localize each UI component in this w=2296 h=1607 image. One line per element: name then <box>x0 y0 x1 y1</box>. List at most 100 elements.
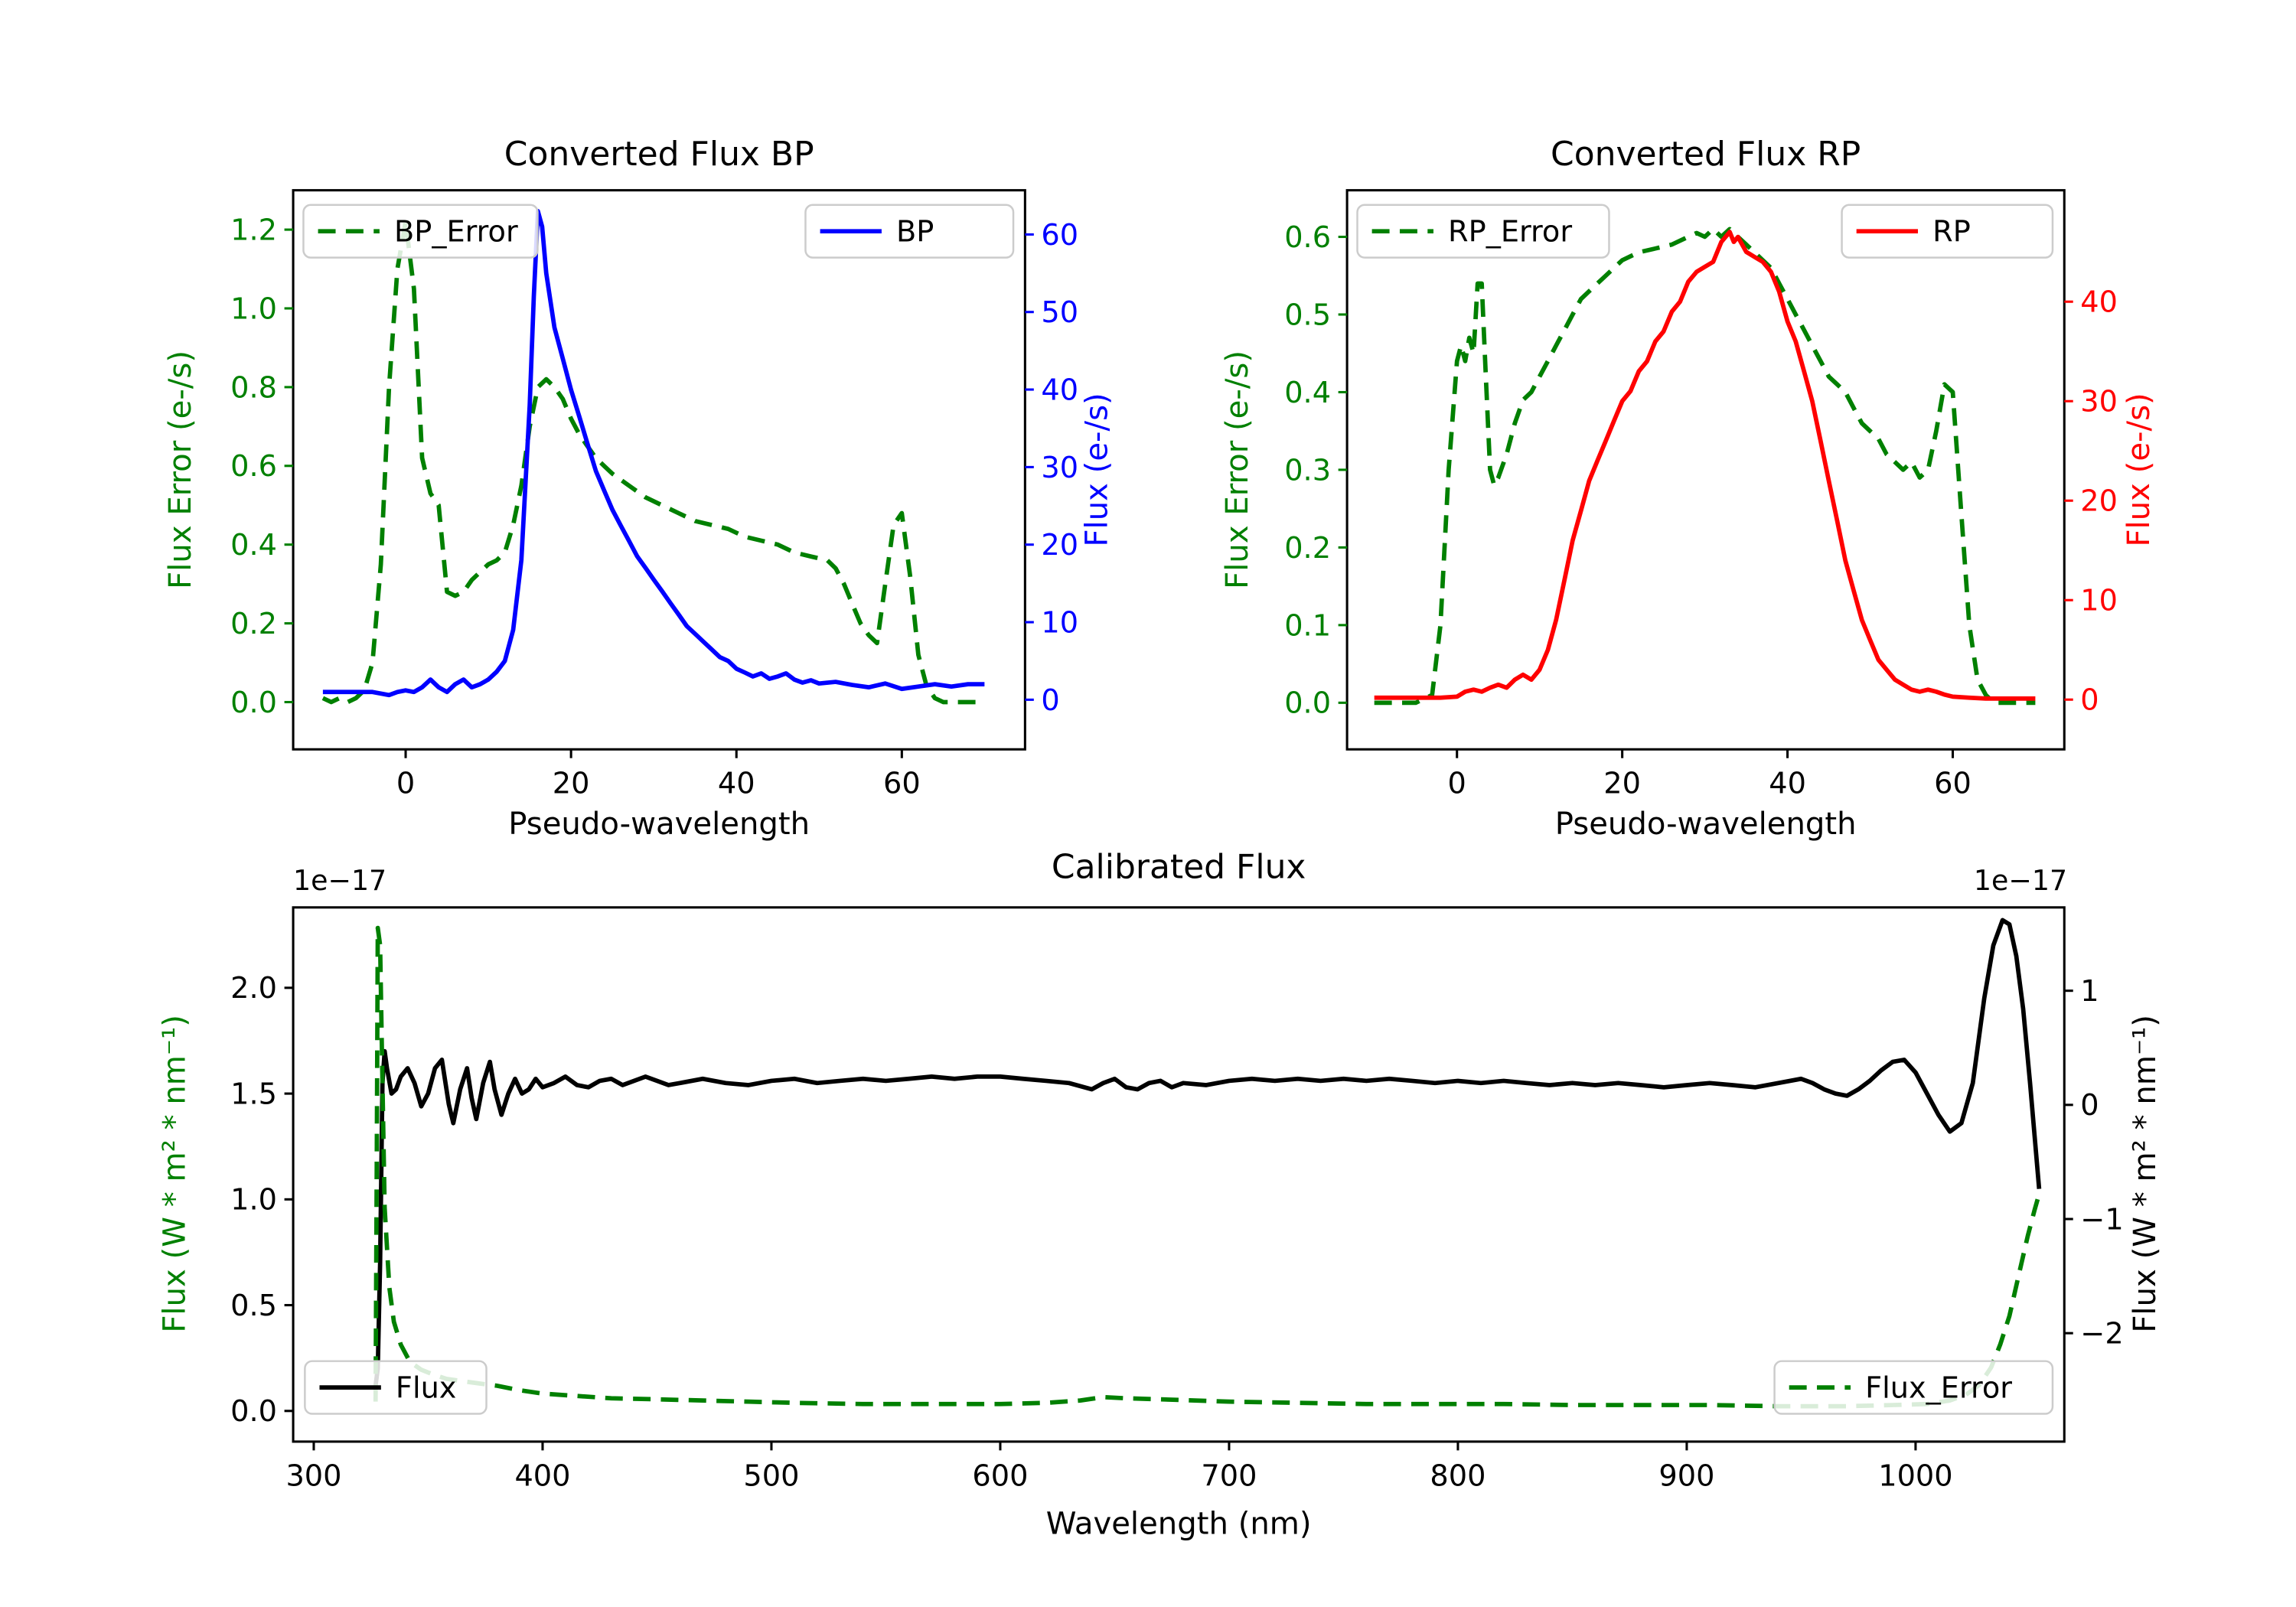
bp-x-tick-label: 40 <box>718 767 755 801</box>
bp-y-tick-right-label: 0 <box>1041 683 1059 718</box>
rp-y-tick-left-label: 0.0 <box>1284 686 1331 721</box>
cal-legend-flux-box <box>304 1360 488 1415</box>
cal-x-tick-label: 1000 <box>1878 1459 1952 1493</box>
bp-y-tick-left-label: 0.8 <box>230 370 277 405</box>
rp-legend-flux-box <box>1841 204 2054 259</box>
cal-y-tick-left-label: 1.5 <box>230 1077 277 1111</box>
rp-x-tick-label: 20 <box>1603 767 1641 801</box>
bp-x-tick-label: 60 <box>883 767 921 801</box>
cal-offset-right: 1e−17 <box>1974 864 2067 897</box>
bp-y-tick-right-label: 30 <box>1041 451 1078 485</box>
series-line-BP_Error <box>321 219 985 705</box>
cal-y-tick-right-label: −1 <box>2080 1202 2123 1237</box>
rp-legend-error-box <box>1356 204 1610 259</box>
cal-legend-error-box <box>1773 1360 2054 1415</box>
rp-ylabel-right: Flux (e-/s) <box>2122 393 2157 546</box>
rp-plot-area: 0 20 40 60 0.0 0.1 0.2 0.3 0.4 0.5 0.6 0 10 20 30 40 <box>1284 189 2118 801</box>
rp-legend-error-label: RP_Error <box>1448 215 1572 249</box>
rp-legend-flux: RP <box>1841 204 2054 259</box>
bp-y-tick-right-label: 40 <box>1041 373 1078 407</box>
bp-y-tick-left-label: 0.0 <box>230 686 277 720</box>
bp-legend-error: BP_Error <box>302 204 539 259</box>
rp-xlabel: Pseudo-wavelength <box>1555 807 1857 842</box>
cal-offset-left: 1e−17 <box>293 864 386 897</box>
bp-legend-flux-label: BP <box>896 215 934 249</box>
cal-y-tick-left-label: 0.5 <box>230 1289 277 1323</box>
rp-y-tick-left-label: 0.5 <box>1284 298 1331 332</box>
cal-x-tick-label: 800 <box>1430 1459 1486 1493</box>
rp-x-tick-label: 40 <box>1769 767 1806 801</box>
series-line-BP <box>322 209 985 698</box>
rp-y-tick-right-label: 10 <box>2080 584 2118 618</box>
rp-y-tick-left-label: 0.3 <box>1284 453 1331 487</box>
cal-y-tick-right-label: 0 <box>2080 1088 2099 1123</box>
cal-series-group <box>373 918 2042 1409</box>
rp-legend-flux-label: RP <box>1932 215 1971 249</box>
bp-series-group <box>321 209 985 705</box>
series-line-RP_Error <box>1374 227 2036 706</box>
cal-ylabel-left: Flux (W * m² * nm⁻¹) <box>158 1015 193 1333</box>
cal-title: Calibrated Flux <box>1052 848 1306 887</box>
rp-y-tick-right-label: 40 <box>2080 285 2118 320</box>
cal-x-tick-label: 300 <box>285 1459 341 1493</box>
bp-y-tick-left-label: 1.0 <box>230 292 277 326</box>
cal-ylabel-right: Flux (W * m² * nm⁻¹) <box>2128 1015 2163 1333</box>
bp-y-tick-left-label: 0.2 <box>230 607 277 641</box>
cal-x-tick-label: 500 <box>743 1459 799 1493</box>
rp-y-tick-right-label: 20 <box>2080 484 2118 519</box>
bp-plot-area: 0 20 40 60 0.0 0.2 0.4 0.6 0.8 1.0 1.2 0 10 20 30 40 50 6… <box>230 189 1078 801</box>
bp-ylabel-left: Flux Error (e-/s) <box>163 350 198 589</box>
bp-title: Converted Flux BP <box>504 135 814 174</box>
rp-y-tick-right-label: 0 <box>2080 683 2099 718</box>
bp-y-tick-left-label: 0.6 <box>230 449 277 484</box>
cal-x-tick-label: 600 <box>972 1459 1028 1493</box>
bp-y-tick-right-label: 50 <box>1041 295 1078 330</box>
cal-x-tick-label: 400 <box>514 1459 570 1493</box>
series-line-RP <box>1374 230 2036 701</box>
cal-legend-error-label: Flux_Error <box>1865 1371 2012 1406</box>
bp-y-tick-right-label: 10 <box>1041 605 1078 640</box>
cal-legend-error: Flux_Error <box>1773 1360 2054 1415</box>
cal-y-tick-left-label: 2.0 <box>230 971 277 1006</box>
rp-ylabel-left: Flux Error (e-/s) <box>1220 350 1255 589</box>
rp-legend-error: RP_Error <box>1356 204 1610 259</box>
cal-y-tick-left-label: 0.0 <box>230 1394 277 1429</box>
subplot-rp: Converted Flux RP Pseudo-wavelength Flux… <box>1220 135 2157 842</box>
rp-y-tick-left-label: 0.4 <box>1284 376 1331 410</box>
bp-legend-error-box <box>302 204 539 259</box>
bp-y-tick-left-label: 1.2 <box>230 213 277 247</box>
rp-y-tick-left-label: 0.6 <box>1284 220 1331 255</box>
subplot-bp: Converted Flux BP Pseudo-wavelength Flux… <box>163 135 1114 842</box>
bp-y-tick-right-label: 20 <box>1041 528 1078 562</box>
cal-xlabel: Wavelength (nm) <box>1046 1506 1312 1541</box>
subplot-cal: Calibrated Flux 1e−17 1e−17 Wavelength (… <box>158 848 2163 1542</box>
rp-title: Converted Flux RP <box>1551 135 1861 174</box>
series-line-Flux_Error <box>373 925 2042 1409</box>
rp-x-tick-label: 0 <box>1448 767 1466 801</box>
bp-x-tick-label: 20 <box>553 767 590 801</box>
cal-axes-frame <box>292 906 2066 1443</box>
cal-legend-flux: Flux <box>304 1360 488 1415</box>
bp-ylabel-right: Flux (e-/s) <box>1079 393 1114 546</box>
rp-series-group <box>1374 227 2036 706</box>
series-line-Flux <box>373 918 2042 1386</box>
cal-x-tick-label: 900 <box>1658 1459 1714 1493</box>
cal-y-tick-left-label: 1.0 <box>230 1183 277 1217</box>
cal-y-tick-right-label: −2 <box>2080 1317 2123 1351</box>
rp-x-tick-label: 60 <box>1934 767 1971 801</box>
bp-y-tick-left-label: 0.4 <box>230 528 277 562</box>
rp-y-tick-left-label: 0.1 <box>1284 608 1331 643</box>
rp-y-tick-right-label: 30 <box>2080 385 2118 419</box>
bp-y-tick-right-label: 60 <box>1041 218 1078 253</box>
bp-x-tick-label: 0 <box>396 767 415 801</box>
bp-legend-flux-box <box>804 204 1015 259</box>
bp-legend-error-label: BP_Error <box>394 215 518 249</box>
rp-y-tick-left-label: 0.2 <box>1284 531 1331 566</box>
cal-x-tick-label: 700 <box>1201 1459 1257 1493</box>
bp-xlabel: Pseudo-wavelength <box>508 807 810 842</box>
bp-axes-frame <box>292 189 1026 751</box>
cal-legend-flux-label: Flux <box>396 1371 457 1406</box>
bp-legend-flux: BP <box>804 204 1015 259</box>
